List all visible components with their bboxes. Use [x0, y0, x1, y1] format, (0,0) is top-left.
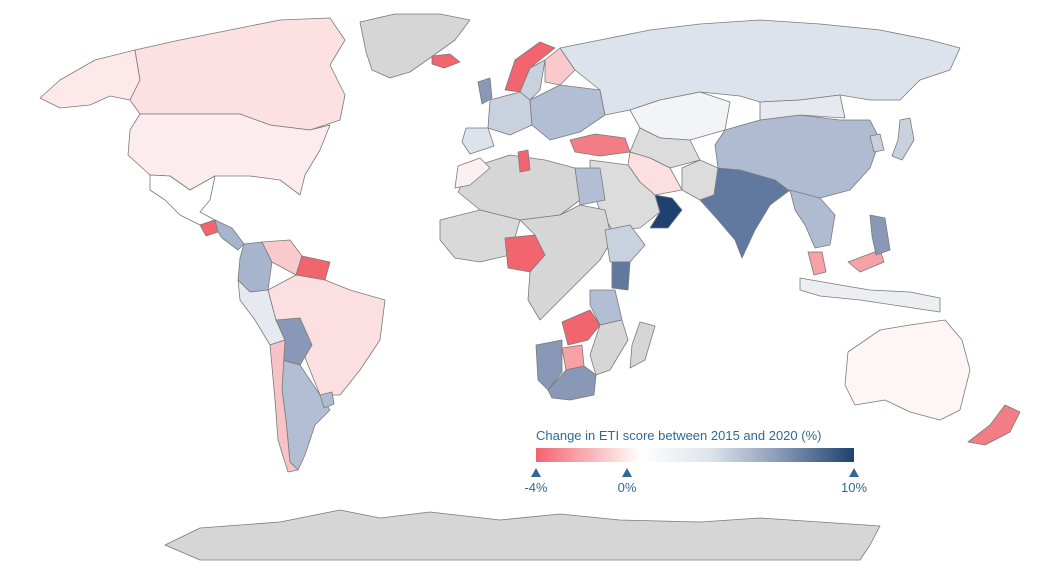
region-united-states[interactable]	[127, 113, 331, 196]
region-korea[interactable]	[869, 133, 885, 153]
region-antarctica[interactable]	[164, 509, 881, 561]
region-ethiopia[interactable]	[604, 224, 646, 263]
region-eastern-europe[interactable]	[529, 84, 606, 141]
region-iberia[interactable]	[461, 127, 495, 155]
region-india[interactable]	[699, 167, 791, 259]
region-uruguay[interactable]	[319, 391, 335, 409]
region-malaysia-borneo[interactable]	[847, 249, 885, 273]
legend-tick-mid	[622, 468, 632, 477]
region-morocco[interactable]	[454, 157, 491, 189]
region-philippines[interactable]	[869, 214, 891, 256]
region-malaysia[interactable]	[807, 251, 827, 276]
legend-min-label: -4%	[524, 480, 548, 495]
region-south-africa[interactable]	[547, 365, 597, 401]
legend-tick-min	[531, 468, 541, 477]
legend: Change in ETI score between 2015 and 202…	[520, 428, 870, 498]
region-central-africa[interactable]	[519, 204, 613, 321]
region-namibia[interactable]	[535, 339, 563, 391]
region-mongolia[interactable]	[759, 94, 846, 121]
region-chile[interactable]	[269, 339, 299, 473]
region-united-kingdom[interactable]	[477, 77, 493, 105]
legend-title: Change in ETI score between 2015 and 202…	[536, 428, 822, 443]
region-australia[interactable]	[844, 319, 971, 421]
region-canada[interactable]	[129, 17, 346, 131]
region-zimbabwe[interactable]	[561, 344, 585, 371]
region-madagascar[interactable]	[629, 321, 656, 369]
region-china[interactable]	[714, 114, 881, 199]
legend-color-bar	[536, 448, 854, 462]
region-western-europe[interactable]	[487, 91, 533, 136]
region-southeast-asia[interactable]	[789, 189, 836, 249]
region-russia[interactable]	[559, 19, 961, 116]
region-central-america[interactable]	[214, 219, 245, 251]
region-egypt[interactable]	[574, 167, 606, 206]
region-finland[interactable]	[544, 47, 576, 86]
region-indonesia[interactable]	[799, 277, 941, 313]
region-afghanistan[interactable]	[681, 159, 719, 201]
region-new-zealand[interactable]	[967, 404, 1021, 446]
region-iceland[interactable]	[431, 53, 461, 69]
region-tunisia[interactable]	[517, 149, 531, 173]
region-turkey[interactable]	[569, 133, 631, 157]
region-oman[interactable]	[649, 194, 683, 229]
legend-max-label: 10%	[840, 480, 868, 495]
legend-tick-max	[849, 468, 859, 477]
region-zambia[interactable]	[561, 309, 601, 346]
region-greenland[interactable]	[359, 13, 471, 79]
region-mozambique[interactable]	[589, 319, 629, 376]
region-kenya[interactable]	[611, 261, 631, 291]
region-mexico[interactable]	[149, 174, 216, 226]
region-west-africa[interactable]	[439, 209, 521, 263]
legend-mid-label: 0%	[617, 480, 637, 495]
region-alaska[interactable]	[39, 49, 141, 109]
region-japan[interactable]	[891, 117, 915, 161]
